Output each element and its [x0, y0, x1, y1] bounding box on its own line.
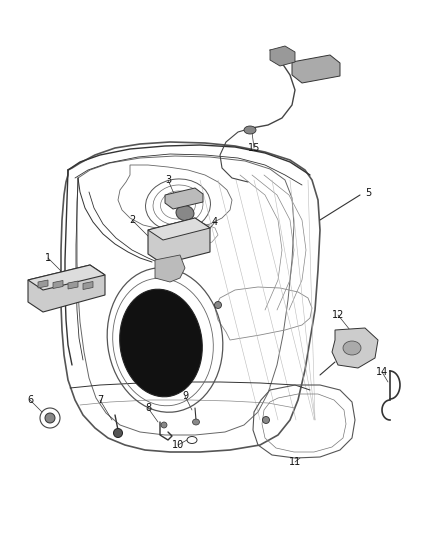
Text: 14: 14 — [376, 367, 388, 377]
Polygon shape — [38, 280, 48, 288]
Polygon shape — [68, 281, 78, 289]
Polygon shape — [148, 218, 210, 240]
Text: 6: 6 — [27, 395, 33, 405]
Polygon shape — [270, 46, 295, 66]
Text: 2: 2 — [129, 215, 135, 225]
Text: 8: 8 — [145, 403, 151, 413]
Text: 3: 3 — [165, 175, 171, 185]
Polygon shape — [28, 265, 105, 312]
Ellipse shape — [215, 302, 222, 309]
Text: 10: 10 — [172, 440, 184, 450]
Text: 7: 7 — [97, 395, 103, 405]
Ellipse shape — [192, 419, 199, 425]
Text: 12: 12 — [332, 310, 344, 320]
Polygon shape — [292, 55, 340, 83]
Polygon shape — [148, 218, 210, 264]
Text: 4: 4 — [212, 217, 218, 227]
Ellipse shape — [262, 416, 269, 424]
Polygon shape — [83, 281, 93, 289]
Text: 9: 9 — [182, 391, 188, 401]
Text: 11: 11 — [289, 457, 301, 467]
Ellipse shape — [244, 126, 256, 134]
Text: 1: 1 — [45, 253, 51, 263]
Polygon shape — [332, 328, 378, 368]
Polygon shape — [165, 188, 203, 209]
Ellipse shape — [45, 413, 55, 423]
Polygon shape — [53, 280, 63, 288]
Polygon shape — [28, 265, 105, 290]
Ellipse shape — [113, 429, 123, 438]
Text: 5: 5 — [365, 188, 371, 198]
Ellipse shape — [120, 289, 202, 397]
Polygon shape — [155, 255, 185, 282]
Ellipse shape — [176, 205, 194, 221]
Ellipse shape — [161, 422, 167, 428]
Ellipse shape — [343, 341, 361, 355]
Text: 15: 15 — [248, 143, 260, 153]
